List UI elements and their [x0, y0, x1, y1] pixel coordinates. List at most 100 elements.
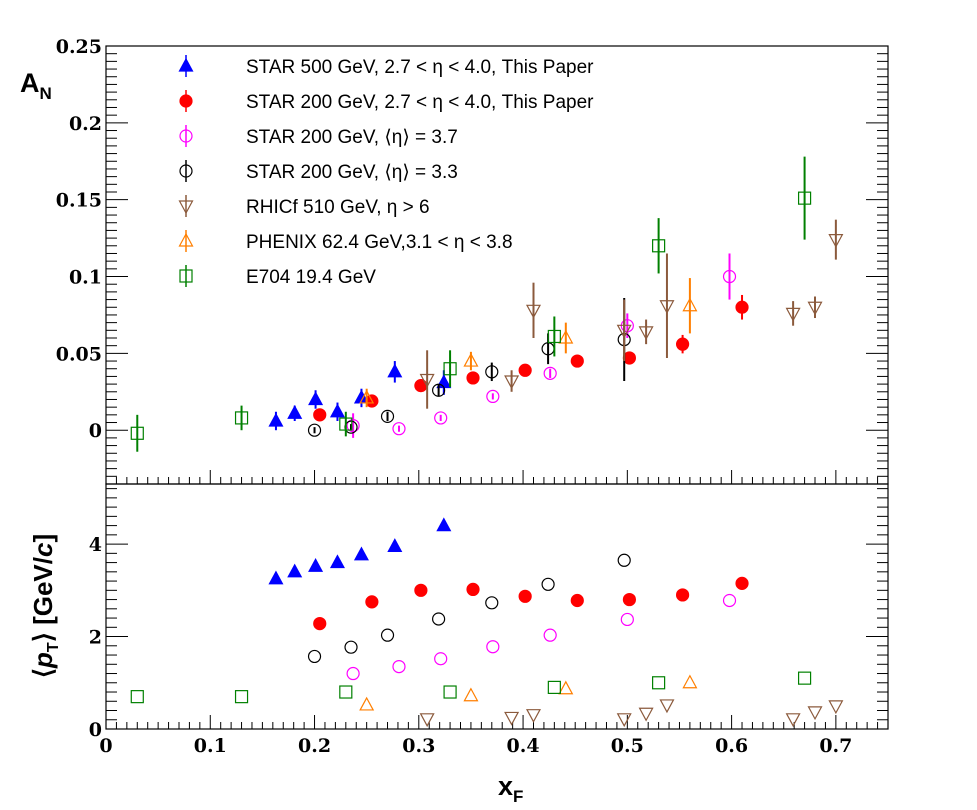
legend-marker	[179, 164, 193, 178]
an-point	[287, 405, 303, 419]
an-point	[518, 363, 532, 377]
pt-point	[268, 570, 284, 585]
pt-point	[622, 592, 637, 607]
an-point	[307, 423, 322, 437]
legend-marker	[178, 57, 194, 72]
an-point	[638, 326, 654, 341]
pt-point	[807, 706, 823, 721]
data-marks	[130, 156, 844, 728]
an-point	[675, 337, 690, 351]
legend-marker	[179, 269, 193, 283]
x-tick-label: 0.2	[298, 735, 331, 757]
an-point	[380, 409, 395, 423]
pt-point	[419, 713, 435, 728]
an-point	[828, 234, 844, 248]
pt-point	[365, 595, 379, 609]
pt-point	[620, 612, 634, 627]
an-point	[313, 408, 327, 422]
pt-point	[414, 583, 428, 597]
pt-point	[380, 628, 395, 642]
pt-point	[797, 671, 812, 685]
legend-marker	[179, 94, 193, 108]
an-point	[346, 419, 360, 433]
pt-point	[339, 685, 353, 699]
pt-point	[466, 582, 480, 596]
pt-point	[638, 707, 654, 722]
an-point	[785, 307, 801, 322]
top-y-tick-label: 0.15	[56, 190, 102, 212]
series-5	[359, 278, 698, 711]
legend-label: STAR 500 GeV, 2.7 < η < 4.0, This Paper	[246, 57, 594, 78]
legend-label: E704 19.4 GeV	[246, 267, 376, 288]
pt-point	[485, 596, 499, 610]
an-point	[130, 426, 144, 440]
an-point	[434, 411, 448, 425]
an-point	[797, 191, 812, 205]
x-tick-label: 0.3	[402, 735, 435, 757]
pt-point	[434, 652, 448, 666]
legend-label: PHENIX 62.4 GeV,3.1 < η < 3.8	[246, 232, 513, 253]
pt-point	[463, 687, 479, 702]
an-point	[682, 297, 698, 312]
legend-marker	[178, 232, 194, 247]
an-point	[339, 417, 353, 431]
an-point	[486, 389, 500, 403]
an-point	[485, 365, 499, 379]
pt-point	[308, 558, 324, 572]
bottom-y-axis-title: ⟨pT⟩ [GeV/c]	[28, 534, 62, 678]
bottom-panel-frame	[105, 483, 889, 730]
legend-entry: STAR 200 GeV, ⟨η⟩ = 3.3	[179, 160, 458, 183]
an-point	[570, 354, 584, 368]
legend-marker	[179, 129, 193, 143]
an-point	[329, 403, 345, 418]
pt-point	[346, 666, 360, 681]
an-point	[466, 371, 480, 385]
pt-point	[785, 713, 801, 728]
legend-label: STAR 200 GeV, 2.7 < η < 4.0, This Paper	[246, 92, 594, 113]
top-y-tick-label: 0.05	[56, 343, 102, 365]
an-point	[463, 352, 479, 367]
pt-point	[543, 628, 557, 642]
tick-labels: 0 0.1 0.2 0.3 0.4 0.5 0.6 0.7 0 0.05 0.1 0.15 0.2 0.2…	[56, 36, 853, 757]
an-point	[525, 304, 542, 319]
pt-point	[387, 538, 403, 553]
pt-point	[392, 659, 406, 674]
an-point	[419, 373, 435, 388]
legend-entry: PHENIX 62.4 GeV,3.1 < η < 3.8	[178, 230, 513, 253]
pt-point	[570, 593, 584, 608]
series-2	[346, 253, 737, 681]
pt-point	[443, 685, 457, 699]
pt-point	[617, 553, 631, 567]
an-point	[722, 269, 737, 284]
an-point	[443, 362, 457, 376]
legend-entry: STAR 200 GeV, ⟨η⟩ = 3.7	[179, 125, 458, 148]
pt-point	[313, 617, 327, 631]
pt-point	[432, 612, 446, 626]
pt-point	[344, 640, 358, 654]
x-tick-label: 0.4	[507, 735, 540, 757]
legend-entry: STAR 200 GeV, 2.7 < η < 4.0, This Paper	[179, 90, 594, 113]
pt-point	[234, 690, 249, 704]
pt-point	[558, 680, 574, 695]
an-point	[807, 301, 823, 316]
pt-point	[486, 640, 500, 654]
legend-label: STAR 200 GeV, ⟨η⟩ = 3.3	[246, 162, 458, 183]
pt-point	[659, 699, 675, 714]
x-tick-label: 0.6	[715, 735, 748, 757]
legend-label: STAR 200 GeV, ⟨η⟩ = 3.7	[246, 127, 458, 148]
pt-point	[735, 576, 749, 590]
top-y-tick-label: 0	[89, 420, 102, 442]
top-y-tick-label: 0.2	[69, 113, 102, 135]
pt-point	[675, 588, 690, 602]
top-y-tick-label: 0.25	[56, 36, 102, 58]
legend-marker	[178, 200, 194, 215]
top-y-tick-label: 0.1	[69, 267, 102, 289]
series-4	[419, 219, 844, 728]
an-point	[359, 389, 375, 404]
an-point	[652, 239, 666, 253]
an-point	[392, 422, 406, 436]
legend-entry: STAR 500 GeV, 2.7 < η < 4.0, This Paper	[178, 55, 594, 78]
bottom-y-tick-label: 4	[89, 534, 102, 556]
an-point	[432, 383, 446, 397]
